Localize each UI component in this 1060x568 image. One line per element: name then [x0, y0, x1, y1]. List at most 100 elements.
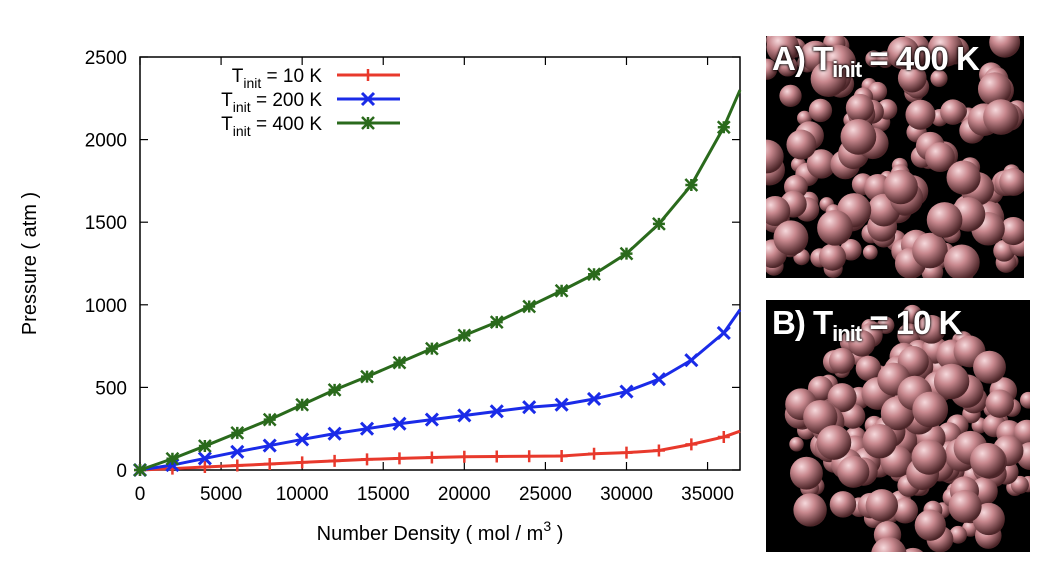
- sphere: [789, 456, 823, 490]
- sphere: [946, 160, 981, 195]
- data-point: [555, 449, 568, 462]
- sphere: [789, 437, 804, 452]
- panel-b-label: B) Tinit = 10 K: [772, 304, 962, 346]
- data-point: [198, 461, 211, 474]
- sphere: [905, 99, 936, 130]
- sphere: [883, 169, 918, 205]
- sphere: [773, 220, 809, 256]
- data-point: [231, 459, 244, 472]
- sphere: [930, 69, 948, 88]
- data-point: [327, 382, 342, 397]
- data-point: [296, 456, 309, 469]
- sphere: [845, 93, 874, 122]
- sphere: [806, 149, 837, 179]
- series-layer: [132, 89, 742, 478]
- data-point: [295, 397, 310, 412]
- sphere: [862, 244, 878, 260]
- x-tick-label: 10000: [276, 484, 329, 505]
- y-tick-label: 2500: [85, 48, 127, 69]
- data-point: [685, 438, 698, 451]
- sphere: [949, 525, 968, 544]
- sphere: [999, 216, 1024, 246]
- sphere: [917, 314, 946, 344]
- x-tick-label: 0: [135, 484, 146, 505]
- data-point: [620, 446, 633, 459]
- sphere: [948, 489, 982, 523]
- sphere-render-a: [766, 36, 1024, 278]
- data-point: [716, 120, 731, 135]
- sphere: [983, 99, 1019, 135]
- data-point: [586, 391, 602, 407]
- y-tick-label: 1500: [85, 213, 127, 234]
- sphere: [786, 129, 817, 160]
- legend-marker: [361, 116, 375, 130]
- data-point: [619, 246, 634, 261]
- plot-frame: [139, 56, 741, 471]
- sphere: [840, 118, 877, 155]
- series-1: [132, 308, 742, 478]
- data-point: [490, 450, 503, 463]
- data-point: [165, 451, 180, 466]
- sphere: [766, 36, 800, 64]
- sphere: [989, 36, 1021, 58]
- data-point: [425, 451, 438, 464]
- sphere: [766, 58, 778, 80]
- sphere: [827, 383, 857, 413]
- data-point: [392, 355, 407, 370]
- data-point: [588, 447, 601, 460]
- data-point: [587, 267, 601, 282]
- data-point: [133, 463, 147, 477]
- data-point: [295, 432, 310, 447]
- sphere: [912, 391, 949, 428]
- sphere: [818, 243, 847, 271]
- x-tick-label: 25000: [519, 484, 572, 505]
- sphere: [829, 491, 857, 518]
- sphere: [865, 489, 899, 522]
- sphere: [1019, 391, 1030, 409]
- data-point: [393, 452, 406, 465]
- data-point: [457, 328, 472, 343]
- sphere: [793, 493, 827, 527]
- data-point: [489, 404, 504, 419]
- y-tick-label: 0: [116, 461, 127, 482]
- panel-a-snapshot: A) Tinit = 400 K: [766, 36, 1024, 278]
- data-point: [327, 426, 342, 441]
- data-point: [652, 216, 666, 231]
- x-tick-label: 15000: [357, 484, 410, 505]
- sphere: [912, 232, 948, 269]
- legend-label: Tinit = 200 K: [221, 90, 322, 115]
- sphere: [940, 99, 966, 125]
- sphere: [816, 425, 852, 460]
- sphere: [999, 168, 1024, 196]
- data-point: [263, 458, 276, 471]
- data-point: [359, 421, 375, 436]
- data-point: [457, 408, 472, 423]
- sphere: [892, 497, 919, 524]
- data-point: [424, 412, 439, 427]
- data-point: [619, 384, 634, 399]
- data-point: [522, 400, 537, 415]
- data-point: [392, 416, 407, 431]
- data-point: [554, 283, 569, 298]
- sphere: [897, 63, 927, 93]
- data-point: [684, 178, 699, 192]
- sphere: [902, 547, 924, 552]
- y-axis-label: Pressure ( atm ): [19, 192, 41, 335]
- sphere: [766, 139, 784, 174]
- series-line: [139, 89, 742, 472]
- y-tick-label: 1000: [85, 296, 127, 317]
- sphere: [887, 36, 920, 70]
- data-point: [458, 450, 471, 463]
- data-point: [262, 412, 277, 427]
- sphere: [933, 363, 970, 400]
- data-point: [230, 444, 245, 459]
- sphere: [914, 509, 946, 541]
- x-tick-label: 30000: [600, 484, 653, 505]
- sphere-render-b: [784, 304, 1030, 552]
- series-2: [133, 89, 742, 477]
- data-point: [717, 430, 730, 443]
- sphere: [871, 537, 907, 552]
- data-point: [651, 372, 666, 387]
- sphere: [808, 98, 833, 123]
